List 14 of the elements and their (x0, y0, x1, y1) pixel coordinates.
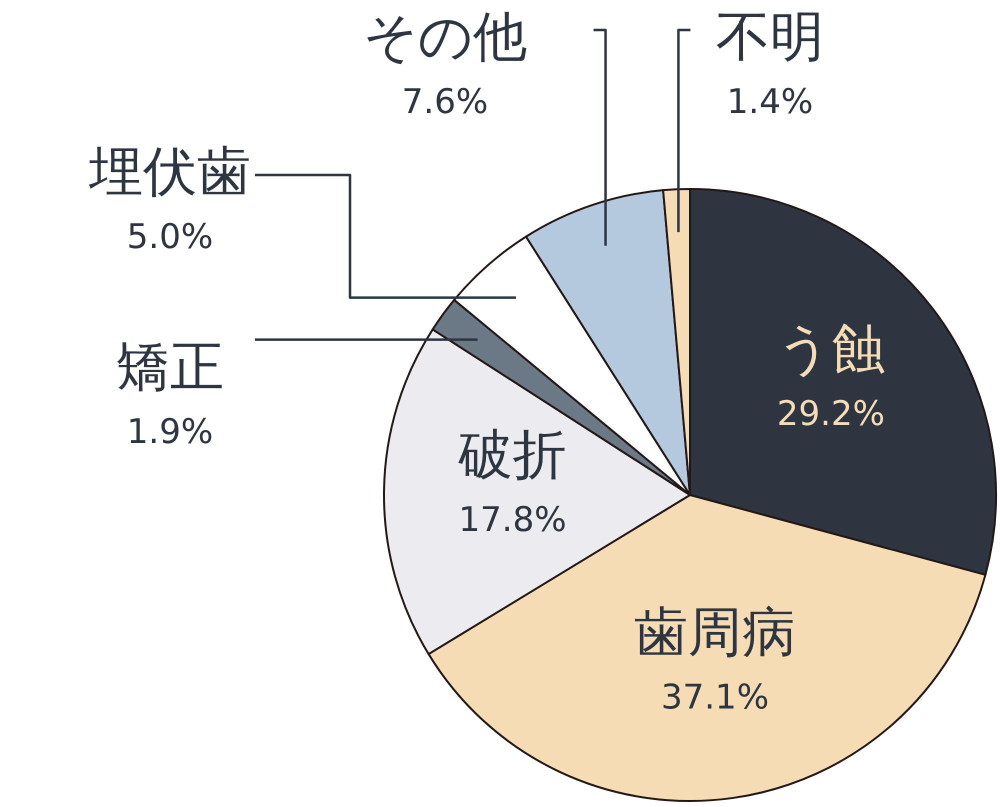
slice-label: 歯周病 (634, 600, 796, 664)
data-label: 37.1% (661, 678, 770, 718)
data-label: 29.2% (776, 394, 885, 434)
data-label: 5.0% (126, 217, 214, 257)
data-label: 17.8% (458, 500, 567, 540)
data-label: 1.9% (126, 412, 214, 452)
slice-label: その他 (363, 5, 527, 68)
data-label: 1.4% (726, 82, 814, 122)
slice-label: 破折 (458, 422, 567, 486)
slice-label: う蝕 (776, 317, 886, 380)
data-label: 7.6% (402, 82, 488, 122)
slice-label: 埋伏歯 (88, 140, 251, 203)
slice-label: 矯正 (116, 335, 224, 398)
slice-label: 不明 (716, 5, 824, 68)
